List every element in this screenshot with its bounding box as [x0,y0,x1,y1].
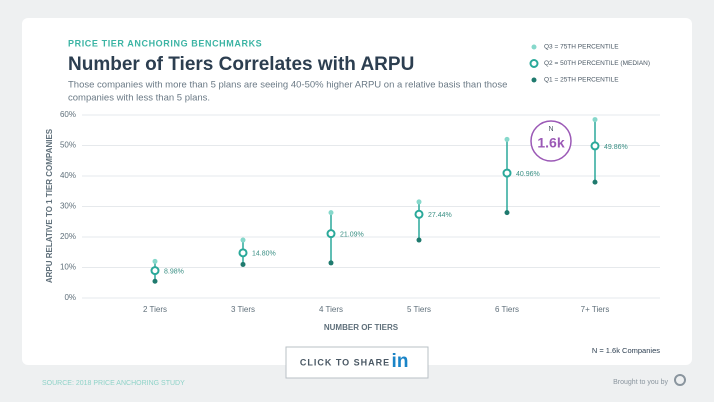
x-tick-label: 5 Tiers [407,305,431,314]
median-dot [502,168,512,178]
x-tick-label: 4 Tiers [319,305,343,314]
legend-marker [531,77,537,83]
q3-dot [328,210,334,216]
x-axis-label: NUMBER OF TIERS [324,323,399,332]
x-tick-label: 2 Tiers [143,305,167,314]
badge-circle [530,120,572,162]
share-button[interactable]: CLICK TO SHARE in [285,346,429,379]
legend-label: Q2 = 50TH PERCENTILE (MEDIAN) [544,60,650,67]
logo [674,374,686,386]
legend-marker [529,59,539,68]
chart-title: Number of Tiers Correlates with ARPU [68,54,414,75]
legend-label: Q1 = 25TH PERCENTILE [544,77,619,84]
note: N = 1.6k Companies [592,346,660,355]
q1-dot [504,210,510,216]
y-tick-label: 0% [64,293,76,302]
y-tick-label: 30% [60,202,76,211]
y-tick-label: 10% [60,263,76,272]
q1-dot [152,278,158,284]
median-dot [414,209,424,219]
eyebrow: PRICE TIER ANCHORING BENCHMARKS [68,38,262,48]
q3-dot [240,237,246,243]
share-text[interactable]: CLICK TO SHARE [300,357,390,367]
value-label: 40.96% [516,171,540,178]
x-tick-label: 3 Tiers [231,305,255,314]
legend-marker [531,44,537,50]
median-dot [590,141,600,151]
x-tick-label: 7+ Tiers [581,305,610,314]
subtitle: companies with less than 5 plans. [68,93,210,104]
x-tick-label: 6 Tiers [495,305,519,314]
y-tick-label: 60% [60,110,76,119]
q3-dot [592,117,598,123]
value-label: 27.44% [428,212,452,219]
q1-dot [592,179,598,185]
q3-dot [152,258,158,264]
q3-dot [504,136,510,142]
q1-dot [328,260,334,266]
subtitle: Those companies with more than 5 plans a… [68,80,507,91]
q1-dot [416,237,422,243]
y-tick-label: 40% [60,171,76,180]
median-dot [238,248,248,258]
value-label: 21.09% [340,232,364,239]
source: SOURCE: 2018 PRICE ANCHORING STUDY [42,380,185,387]
q1-dot [240,261,246,267]
q3-dot [416,199,422,205]
linkedin-icon[interactable]: in [392,351,409,372]
y-axis-label: ARPU RELATIVE TO 1 TIER COMPANIES [45,128,54,283]
value-label: 49.86% [604,144,628,151]
value-label: 14.80% [252,251,276,258]
card [22,18,692,365]
badge-top: N [548,126,553,133]
legend-label: Q3 = 75TH PERCENTILE [544,44,619,51]
y-tick-label: 20% [60,232,76,241]
badge-value: 1.6k [537,135,564,151]
median-dot [326,229,336,239]
median-dot [150,266,160,276]
share-button-frame[interactable] [285,346,429,379]
credit: Brought to you by [613,379,668,386]
value-label: 8.98% [164,268,184,275]
y-tick-label: 50% [60,141,76,150]
